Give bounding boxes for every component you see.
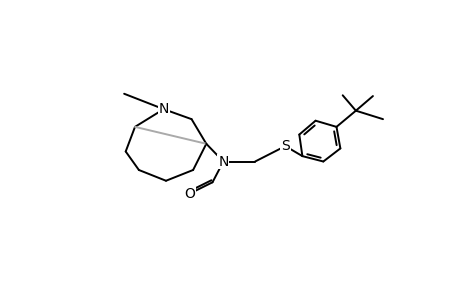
Text: O: O <box>184 187 194 201</box>
Text: S: S <box>280 139 289 153</box>
Text: N: N <box>218 154 228 169</box>
Text: N: N <box>158 102 168 116</box>
